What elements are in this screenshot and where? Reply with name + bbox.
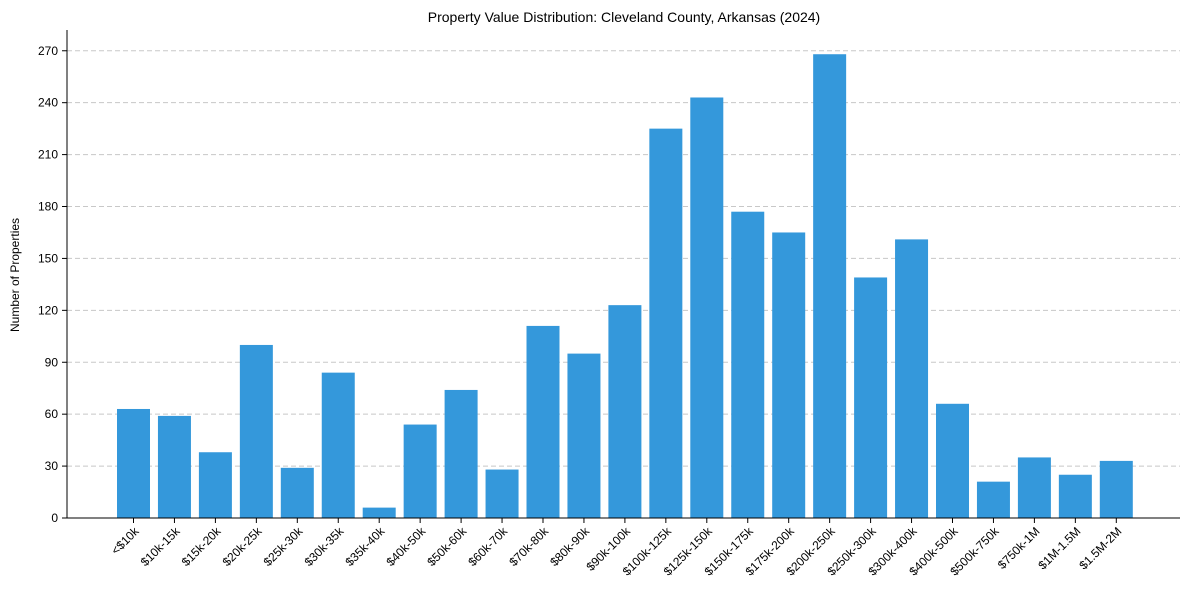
bar [157, 415, 191, 518]
x-tick-label: <$10k [108, 524, 142, 558]
bar [280, 467, 314, 518]
bar [936, 403, 969, 518]
x-tick-label: $60k-70k [465, 524, 511, 570]
bar [485, 469, 519, 518]
bars [117, 54, 1133, 518]
x-tick-label: $25k-30k [261, 524, 307, 570]
bar [117, 408, 150, 518]
y-tick-label: 30 [45, 459, 59, 473]
y-tick-label: 150 [38, 251, 58, 265]
x-tick-label: $30k-35k [302, 524, 348, 570]
x-tick-label: $15k-20k [179, 524, 225, 570]
bar [731, 211, 765, 518]
bar [444, 389, 478, 518]
y-tick-label: 90 [45, 355, 59, 369]
chart-title: Property Value Distribution: Cleveland C… [428, 9, 820, 25]
y-tick-label: 0 [51, 511, 58, 525]
bar [772, 232, 806, 518]
bar [362, 507, 396, 518]
x-tick-label: $20k-25k [220, 524, 266, 570]
x-tick-label: $1.5M-2M [1076, 524, 1124, 572]
x-tick-label: $35k-40k [343, 524, 389, 570]
x-tick-label: $50k-60k [424, 524, 470, 570]
y-tick-label: 240 [38, 96, 58, 110]
x-tick-label: $10k-15k [138, 524, 184, 570]
bar [813, 54, 847, 518]
y-tick-label: 270 [38, 44, 58, 58]
x-tick-label: $70k-80k [506, 524, 552, 570]
x-tick-label: $1M-1.5M [1035, 524, 1083, 572]
bar [239, 344, 273, 518]
bar [1017, 457, 1051, 518]
bar [649, 128, 683, 518]
y-axis-label: Number of Properties [8, 218, 22, 332]
y-tick-label: 120 [38, 303, 58, 317]
bar [895, 239, 929, 518]
y-tick-label: 210 [38, 148, 58, 162]
bar [608, 305, 642, 518]
bar [198, 452, 232, 518]
bar [567, 353, 601, 518]
x-tick-label: $40k-50k [383, 524, 429, 570]
bar [403, 424, 437, 518]
y-tick-label: 60 [45, 407, 59, 421]
bar [976, 481, 1010, 518]
bar [690, 97, 724, 518]
bar [526, 325, 560, 518]
bar [1058, 474, 1092, 518]
x-tick-label: $750k-1M [995, 524, 1043, 572]
y-tick-label: 180 [38, 200, 58, 214]
bar [854, 277, 888, 518]
bar [321, 372, 355, 518]
bar [1099, 460, 1133, 518]
